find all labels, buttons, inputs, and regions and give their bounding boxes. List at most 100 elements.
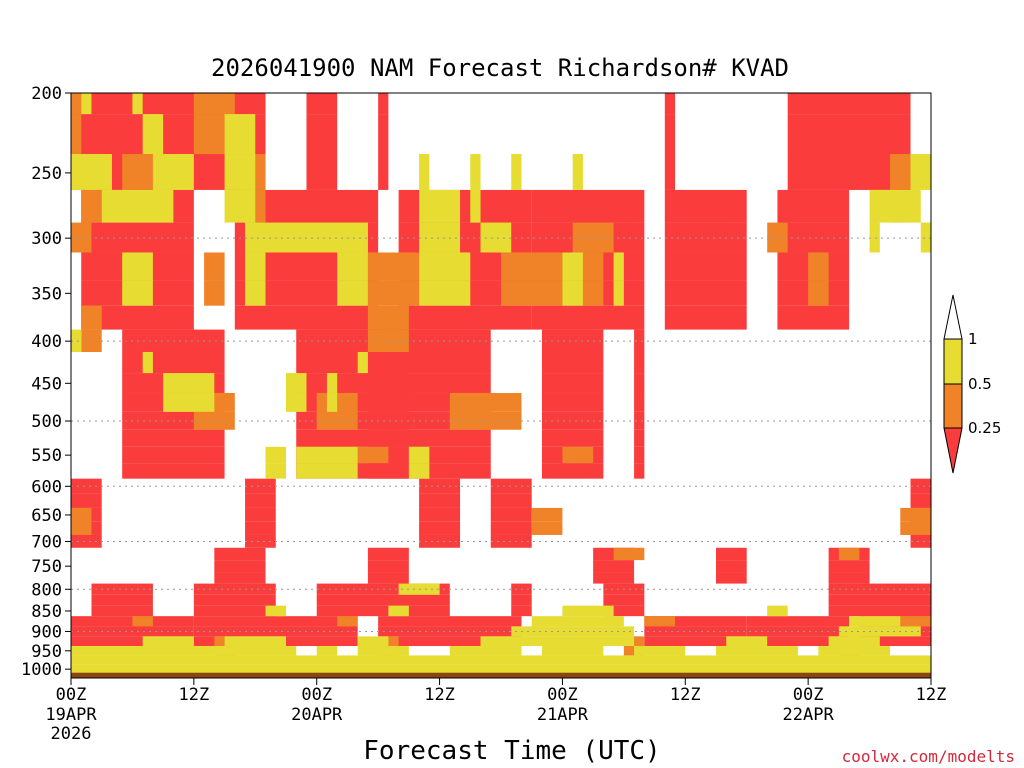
heatmap-cell <box>470 154 481 190</box>
heatmap-cell <box>511 154 522 190</box>
heatmap-cell <box>480 222 512 253</box>
heatmap-cell <box>357 646 409 656</box>
heatmap-cell <box>419 154 430 190</box>
heatmap-cell <box>746 636 850 647</box>
heatmap-cell <box>71 507 92 522</box>
y-tick-label: 350 <box>31 284 62 304</box>
heatmap-cell <box>910 154 931 190</box>
heatmap-cell <box>541 411 604 430</box>
heatmap-cell <box>531 616 624 627</box>
heatmap-cell <box>245 493 276 508</box>
heatmap-cell <box>132 616 153 627</box>
heatmap-cell <box>326 373 338 393</box>
heatmap-cell <box>419 521 461 535</box>
heatmap-cell <box>828 605 931 617</box>
colorbar-label: 1 <box>968 330 978 348</box>
heatmap-cell <box>367 429 491 447</box>
heatmap-cell <box>541 392 604 412</box>
heatmap-cell <box>337 616 358 627</box>
heatmap-cell <box>910 493 931 508</box>
y-tick-label: 700 <box>31 532 62 552</box>
heatmap-cell <box>337 280 368 306</box>
heatmap-cell <box>634 373 645 393</box>
colorbar-label: 0.25 <box>968 419 1001 437</box>
heatmap-cell <box>777 222 850 253</box>
heatmap-cell <box>572 222 614 253</box>
heatmap-cell <box>163 392 215 412</box>
heatmap-cell <box>71 534 102 548</box>
heatmap-cell <box>367 560 409 573</box>
heatmap-cell <box>449 646 522 656</box>
heatmap-cell <box>122 351 225 374</box>
heatmap-cell <box>388 605 409 617</box>
heatmap-cell <box>265 446 286 464</box>
heatmap-cell <box>716 572 747 584</box>
heatmap-cell <box>490 493 532 508</box>
heatmap-cell <box>541 463 604 479</box>
heatmap-cell <box>603 594 645 606</box>
heatmap-cell <box>746 616 850 627</box>
x-tick-label: 00Z <box>56 685 87 705</box>
heatmap-cell <box>378 114 389 155</box>
heatmap-cell <box>101 189 174 223</box>
heatmap-cell <box>367 280 420 306</box>
heatmap-cell <box>265 605 286 617</box>
heatmap-cell <box>71 93 82 115</box>
heatmap-cell <box>142 636 194 647</box>
heatmap-cell <box>71 655 931 665</box>
heatmap-cell <box>419 252 471 281</box>
heatmap-cell <box>920 222 931 253</box>
heatmap-cell <box>306 93 338 115</box>
heatmap-cell <box>326 392 338 412</box>
heatmap-cell <box>71 521 92 535</box>
heatmap-cell <box>81 305 194 330</box>
heatmap-cell <box>214 560 266 573</box>
heatmap-cell <box>828 583 931 595</box>
heatmap-cell <box>787 114 911 155</box>
heatmap-cell <box>234 305 379 330</box>
heatmap-cell <box>808 252 829 281</box>
heatmap-cell <box>419 222 461 253</box>
heatmap-cell <box>664 252 747 281</box>
heatmap-cell <box>818 646 891 656</box>
heatmap-cell <box>562 446 594 464</box>
heatmap-cell <box>838 626 921 637</box>
y-tick-label: 950 <box>31 642 62 662</box>
heatmap-cell <box>71 478 102 494</box>
heatmap-cell <box>716 646 798 656</box>
heatmap-cell <box>122 280 153 306</box>
heatmap-cell <box>828 572 870 584</box>
heatmap-cell <box>398 189 532 223</box>
heatmap-cell <box>613 280 624 306</box>
heatmap-cell <box>777 305 850 330</box>
heatmap-cell <box>245 222 368 253</box>
colorbar-legend: 1 0.5 0.25 <box>943 294 1001 474</box>
heatmap-cell <box>81 222 194 253</box>
heatmap-cell <box>245 507 276 522</box>
heatmap-cell <box>193 605 276 617</box>
heatmap-cells <box>71 93 931 678</box>
heatmap-cell <box>316 594 450 606</box>
heatmap-cell <box>193 411 235 430</box>
heatmap-cell <box>593 572 635 584</box>
heatmap-cell <box>634 429 645 447</box>
heatmap-cell <box>122 429 225 447</box>
heatmap-cell <box>71 222 92 253</box>
heatmap-cell <box>245 252 266 281</box>
heatmap-cell <box>808 280 829 306</box>
heatmap-cell <box>408 446 430 464</box>
heatmap-cell <box>122 463 225 479</box>
heatmap-cell <box>541 373 604 393</box>
heatmap-cell <box>71 329 82 352</box>
x-tick-date: 19APR <box>45 705 97 725</box>
x-tick-date: 20APR <box>291 705 343 725</box>
chart-title: 2026041900 NAM Forecast Richardson# KVAD <box>211 54 789 82</box>
heatmap-cell <box>71 154 112 190</box>
y-tick-label: 200 <box>31 84 62 104</box>
colorbar-label: 0.5 <box>968 375 992 393</box>
heatmap-cell <box>664 222 747 253</box>
heatmap-cell <box>245 478 276 494</box>
heatmap-cell <box>869 189 921 223</box>
heatmap-cell <box>132 93 143 115</box>
